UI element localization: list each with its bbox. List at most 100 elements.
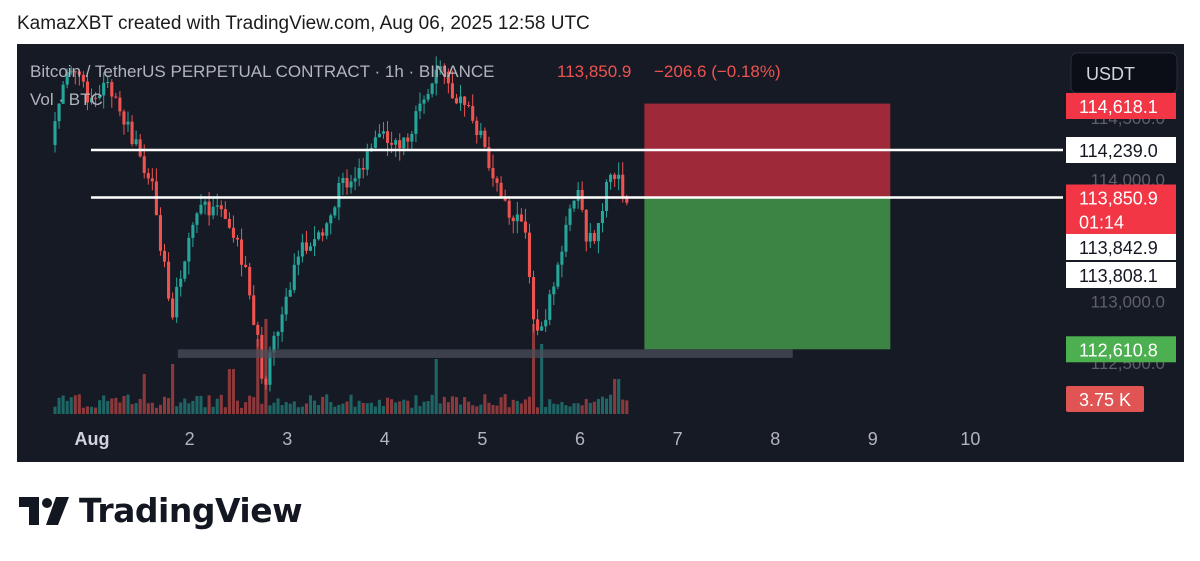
candle [442, 66, 446, 72]
price-label[interactable] [1066, 93, 1176, 119]
candle [284, 296, 288, 315]
candle [150, 178, 154, 182]
candle [463, 96, 467, 106]
volume-bar [341, 403, 345, 414]
volume-bar [171, 364, 175, 414]
volume-bar [625, 400, 629, 414]
candle [584, 209, 588, 242]
volume-bar [511, 399, 515, 414]
volume-bar [430, 394, 434, 414]
price-label[interactable] [1066, 184, 1176, 235]
candle [353, 178, 357, 182]
volume-bar [458, 404, 463, 414]
volume-bar [434, 359, 438, 414]
volume-bar [248, 395, 252, 414]
volume-bar [122, 395, 126, 414]
candle [479, 130, 483, 136]
candle [268, 352, 272, 385]
candle [296, 256, 300, 265]
volume-bar [142, 374, 146, 414]
volume-bar [207, 395, 211, 414]
volume-bar [57, 397, 61, 414]
take-profit-zone[interactable] [644, 197, 891, 350]
volume-bar [390, 399, 394, 414]
volume-bar [244, 402, 248, 414]
volume-bar [381, 406, 386, 414]
candle [162, 250, 167, 262]
candle [264, 378, 268, 385]
volume-bar [483, 394, 487, 414]
volume-bar [450, 396, 454, 414]
volume-bar [584, 399, 588, 414]
candle [596, 222, 600, 242]
price-label[interactable] [1066, 137, 1176, 163]
time-tick-label: Aug [75, 429, 110, 449]
volume-bar [418, 406, 422, 414]
volume-bar [414, 395, 418, 414]
tradingview-logo-icon [19, 496, 69, 525]
candle [81, 74, 85, 82]
price-label[interactable] [1066, 262, 1176, 288]
candle [183, 261, 187, 279]
horizontal-lines[interactable] [91, 148, 1063, 199]
candle [106, 82, 110, 84]
volume-bar [187, 403, 191, 414]
volume-bar [183, 398, 187, 414]
candle [418, 103, 422, 112]
volume-bar [333, 406, 337, 414]
volume-bar [98, 400, 102, 414]
volume-bar [89, 406, 94, 414]
candle [414, 111, 418, 134]
volume-bar [617, 379, 621, 414]
price-axis[interactable]: 114,500.0114,000.0113,000.0112,500.0USDT… [1066, 52, 1178, 412]
price-label-text: 114,618.1 [1079, 97, 1158, 117]
volume-bar [256, 339, 260, 414]
support-band [177, 349, 793, 358]
candle [580, 190, 584, 210]
volume-bar [463, 397, 467, 414]
candle [373, 137, 377, 148]
volume-bar [272, 402, 276, 414]
short-position-tool[interactable] [644, 103, 891, 350]
candle [483, 130, 487, 148]
candle [398, 140, 402, 149]
price-label[interactable] [1066, 336, 1176, 363]
candle [531, 277, 536, 320]
volume-bar [308, 395, 313, 414]
candle [613, 174, 617, 179]
time-tick-label: 10 [960, 429, 980, 449]
candle [527, 232, 532, 278]
volume-bar [394, 402, 398, 414]
volume-bar [284, 402, 288, 414]
candle [304, 242, 308, 251]
candle [467, 105, 471, 107]
volume-bar [252, 397, 256, 414]
chart-area[interactable]: Bitcoin / TetherUS PERPETUAL CONTRACT · … [17, 44, 1184, 462]
candle [122, 111, 126, 125]
candle [394, 140, 398, 145]
candle [552, 286, 556, 295]
candle [167, 261, 171, 299]
candle [523, 221, 527, 233]
price-tick-label: 113,000.0 [1091, 293, 1165, 312]
candle [179, 278, 183, 287]
volume-bar [519, 403, 523, 414]
price-label[interactable] [1066, 234, 1176, 260]
candle [272, 335, 276, 353]
price-label-text: 113,850.9 [1079, 189, 1158, 209]
volume-bar [167, 398, 171, 414]
volume-badge-text: 3.75 K [1079, 390, 1131, 410]
time-tick-label: 9 [868, 429, 878, 449]
candle [600, 211, 605, 223]
chart-canvas[interactable]: Bitcoin / TetherUS PERPETUAL CONTRACT · … [17, 44, 1184, 462]
volume-bar [491, 405, 495, 414]
currency-button-label: USDT [1086, 64, 1135, 84]
volume-bar [613, 379, 617, 414]
candle [325, 223, 329, 236]
time-tick-label: 2 [185, 429, 195, 449]
volume-bar [288, 403, 292, 414]
candle [333, 207, 337, 216]
candle [454, 98, 459, 104]
volume-bar [175, 406, 179, 414]
time-axis[interactable]: Aug 2 3 4 5 6 7 8 9 10 [75, 429, 981, 449]
